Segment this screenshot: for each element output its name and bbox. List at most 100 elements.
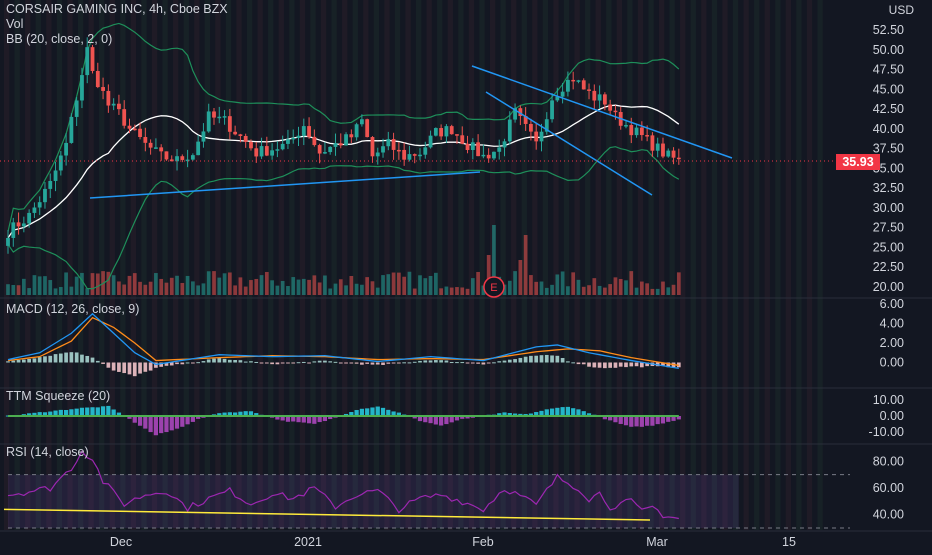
macd-histogram-bar <box>32 358 37 363</box>
candle-body <box>122 109 127 126</box>
ttm-momentum-bar <box>285 416 291 422</box>
volume-bar <box>418 275 422 295</box>
candle-body <box>243 135 248 142</box>
volume-bar <box>270 280 274 295</box>
ttm-momentum-bar <box>623 416 629 426</box>
volume-bar <box>386 274 391 295</box>
volume-bar <box>117 281 121 295</box>
rsi-tick-label: 40.00 <box>873 508 904 522</box>
candle-body <box>270 150 275 156</box>
ttm-momentum-bar <box>608 416 613 421</box>
volume-bar <box>307 279 311 295</box>
volume-bar <box>571 272 576 295</box>
candle-body <box>80 75 84 101</box>
macd-histogram-bar <box>227 359 232 363</box>
macd-tick-label: 4.00 <box>880 317 904 331</box>
volume-bar <box>43 276 47 295</box>
background-stripe <box>669 0 675 530</box>
ttm-momentum-bar <box>375 406 380 416</box>
background-stripe <box>796 0 802 530</box>
ttm-momentum-bar <box>322 416 328 422</box>
macd-histogram-bar <box>296 362 301 364</box>
ttm-momentum-bar <box>48 411 53 416</box>
macd-histogram-bar <box>402 362 407 364</box>
background-stripe <box>215 0 221 530</box>
candle-body <box>254 148 259 157</box>
candle-body <box>576 80 581 82</box>
volume-bar <box>391 272 396 295</box>
candle-body <box>106 90 111 106</box>
volume-bar <box>48 280 53 295</box>
candle-body <box>196 141 201 156</box>
ttm-momentum-bar <box>634 416 639 427</box>
macd-histogram-bar <box>513 359 517 363</box>
candle-body <box>185 159 190 162</box>
ttm-momentum-bar <box>565 406 571 416</box>
macd-histogram-bar <box>433 360 438 363</box>
ttm-momentum-bar <box>655 416 660 425</box>
ttm-momentum-bar <box>370 407 375 416</box>
candle-body <box>359 119 364 125</box>
volume-bar <box>238 277 243 295</box>
macd-histogram-bar <box>476 362 480 364</box>
candle-body <box>6 237 10 246</box>
candle-body <box>143 137 148 143</box>
macd-histogram-bar <box>634 362 639 367</box>
candle-body <box>502 141 507 148</box>
candle-body <box>676 157 681 160</box>
macd-histogram-bar <box>117 362 121 372</box>
background-stripe <box>775 0 781 530</box>
background-stripe <box>542 0 549 530</box>
candle-body <box>465 143 470 151</box>
ttm-momentum-bar <box>132 416 137 423</box>
macd-histogram-bar <box>175 362 179 365</box>
background-stripe <box>352 0 358 530</box>
macd-histogram-bar <box>249 361 253 363</box>
volume-bar <box>227 272 232 295</box>
upper-channel-trendline <box>471 65 733 159</box>
background-stripe <box>35 0 41 530</box>
lower-channel-trendline <box>485 91 653 196</box>
macd-histogram-bar <box>317 360 322 363</box>
volume-bar <box>6 284 10 295</box>
volume-bar <box>587 285 591 295</box>
macd-histogram-bar <box>587 362 591 367</box>
volume-bar <box>74 276 79 295</box>
volume-bar <box>661 281 665 295</box>
ttm-momentum-bar <box>497 413 502 416</box>
background-stripe <box>426 0 432 530</box>
candle-body <box>481 154 486 157</box>
volume-bar <box>460 287 465 295</box>
ttm-momentum-bar <box>528 413 534 416</box>
bb-lower-band <box>7 146 680 290</box>
ttm-momentum-bar <box>248 411 254 416</box>
volume-bar <box>175 275 179 295</box>
candle-body <box>233 131 238 135</box>
macd-histogram-bar <box>455 362 459 364</box>
candle-body <box>449 126 454 135</box>
volume-bar <box>465 288 470 295</box>
macd-histogram-bar <box>492 362 496 364</box>
candle-body <box>444 126 449 137</box>
macd-histogram-bar <box>222 358 227 363</box>
ttm-momentum-bar <box>602 416 607 420</box>
macd-histogram-bar <box>127 362 132 375</box>
ttm-momentum-bar <box>222 412 227 416</box>
volume-bar <box>370 281 375 295</box>
last-price-badge: 35.93 <box>836 154 880 170</box>
background-stripe <box>236 0 242 530</box>
volume-bar <box>470 278 475 295</box>
macd-histogram-bar <box>48 355 53 363</box>
macd-histogram-bar <box>185 362 190 364</box>
ttm-momentum-bar <box>671 416 676 421</box>
candle-body <box>354 124 359 138</box>
candle-body <box>64 142 69 156</box>
time-tick-label: 15 <box>782 535 796 549</box>
candle-body <box>539 131 544 142</box>
volume-bar <box>217 277 222 295</box>
candle-body <box>349 134 354 138</box>
currency-label[interactable]: USD <box>888 3 914 17</box>
macd-histogram-bar <box>397 362 401 364</box>
